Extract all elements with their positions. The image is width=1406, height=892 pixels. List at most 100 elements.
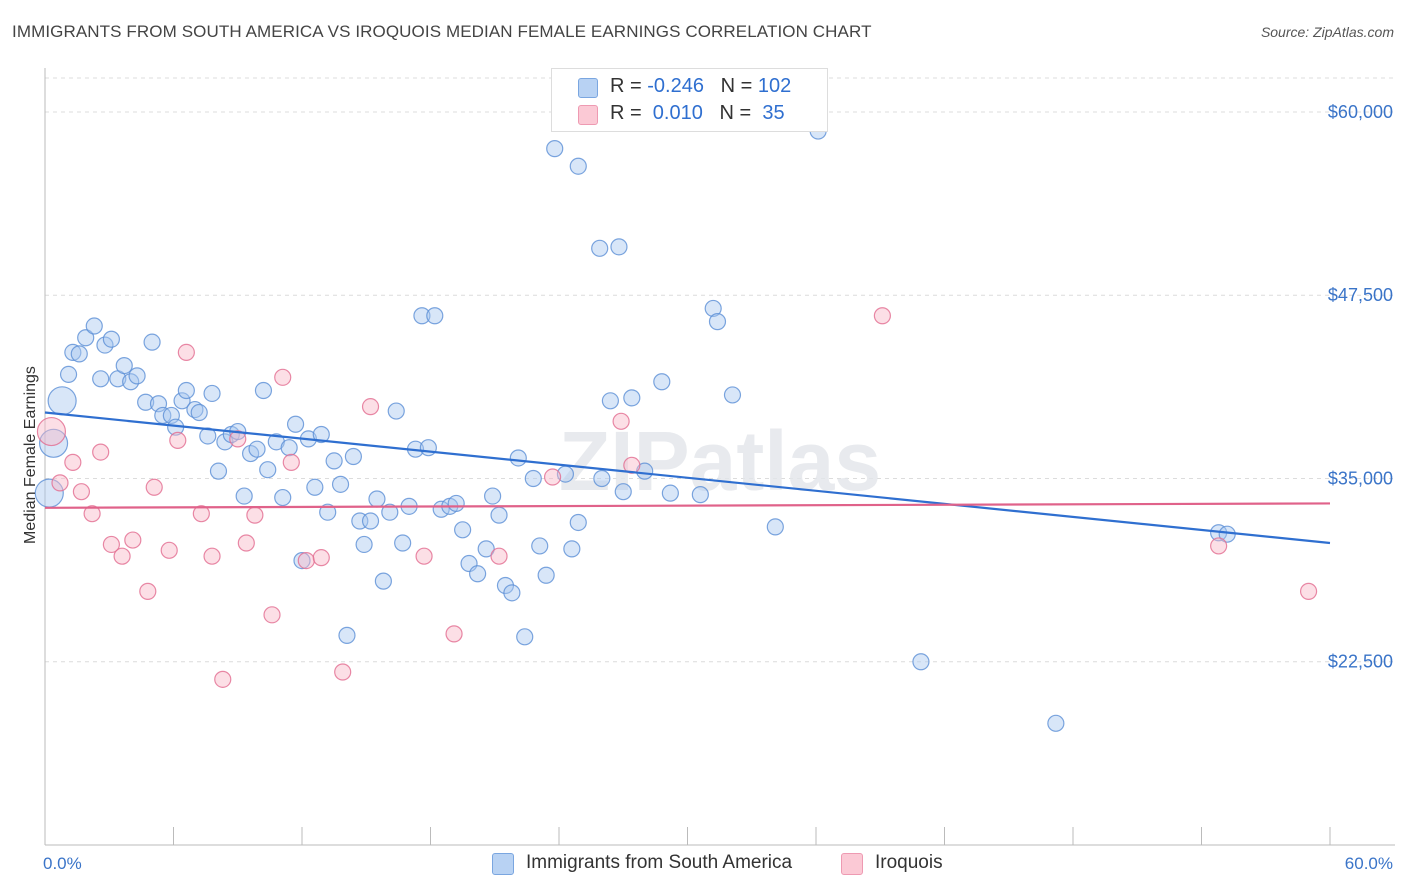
point-immigrants [563,540,581,558]
point-immigrants [1047,714,1065,732]
point-immigrants [344,447,362,466]
point-iroquois [612,412,630,430]
point-immigrants [355,535,373,554]
point-iroquois [229,430,247,448]
point-immigrants [509,449,527,467]
legend-r-label: R = [610,75,648,97]
point-immigrants [293,551,311,570]
point-immigrants [503,584,521,602]
point-immigrants [77,329,95,347]
point-immigrants [102,330,120,348]
point-immigrants [338,626,356,644]
legend-swatch-iroquois [578,105,598,125]
point-immigrants [47,386,77,416]
point-iroquois [92,443,110,461]
point-immigrants [38,428,69,458]
point-immigrants [569,513,587,532]
x-tick-label-max: 60.0% [1345,854,1393,873]
legend-n-value: 102 [757,75,792,97]
axes [44,68,1395,846]
point-iroquois [237,534,255,552]
legend-row-immigrants: R = -0.246 N = 102 [578,75,791,99]
point-immigrants [387,402,405,420]
point-immigrants [610,238,628,256]
point-immigrants [614,483,632,501]
point-iroquois [246,506,264,524]
point-immigrants [394,534,412,552]
point-iroquois [192,505,210,523]
point-immigrants [137,393,155,411]
source-label: Source: ZipAtlas.com [1260,24,1394,40]
point-immigrants [325,452,343,470]
point-iroquois [177,343,195,362]
point-iroquois [102,535,120,554]
bottom-legend-label: Immigrants from South America [526,852,793,873]
point-immigrants [569,157,587,175]
point-iroquois [1299,582,1318,600]
point-iroquois [543,468,562,486]
point-iroquois [72,483,91,501]
bottom-legend-swatch-immigrants [492,853,514,875]
point-immigrants [374,572,392,590]
point-immigrants [368,490,386,508]
point-iroquois [361,398,380,416]
point-immigrants [593,469,611,488]
legend-r-value: -0.246 [647,75,704,97]
point-immigrants [623,389,641,407]
point-immigrants [766,518,784,536]
point-immigrants [601,392,620,410]
point-immigrants [286,415,305,433]
point-immigrants [591,239,609,257]
y-tick-label: $22,500 [1328,652,1393,672]
point-immigrants [546,140,564,158]
trend-lines [44,411,1331,545]
point-iroquois [169,431,187,449]
watermark: ZIPatlas [559,414,881,508]
chart-title: IMMIGRANTS FROM SOUTH AMERICA VS IROQUOI… [12,22,872,41]
point-iroquois [160,541,178,559]
point-iroquois [490,547,508,565]
x-tick-labels: 0.0% 60.0% [43,854,1393,873]
point-immigrants [912,653,930,671]
stats-legend: R = -0.246 N = 102 R = 0.010 N = 35 [551,68,828,132]
point-immigrants [85,317,103,335]
series-immigrants-points [34,122,1236,732]
point-iroquois [1210,537,1228,555]
point-iroquois [203,547,221,565]
point-iroquois [214,670,232,688]
point-iroquois [282,453,300,471]
legend-n-value: 35 [756,102,785,124]
y-tick-label: $60,000 [1328,102,1393,122]
point-immigrants [331,475,350,493]
point-immigrants [704,299,722,318]
point-immigrants [70,345,88,363]
point-iroquois [64,453,82,471]
y-tick-labels: $22,500 $35,000 $47,500 $60,000 [1328,102,1393,672]
point-immigrants [484,487,502,505]
point-immigrants [312,425,330,444]
point-immigrants [235,487,253,505]
point-iroquois [51,474,69,492]
bottom-legend-swatch-iroquois [841,853,863,875]
point-immigrants [537,566,555,584]
point-iroquois [334,663,352,681]
point-immigrants [516,628,534,646]
point-immigrants [361,512,380,530]
trend-line-immigrants [44,411,1331,545]
point-immigrants [319,503,337,521]
point-immigrants [128,367,146,385]
legend-n-label: N = [719,102,757,124]
point-immigrants [92,370,110,388]
point-immigrants [413,307,431,325]
point-immigrants [477,540,495,558]
y-axis-label: Median Female Earnings [22,366,39,544]
grid-lines [45,77,1395,663]
point-iroquois [83,505,101,523]
x-tick-label-min: 0.0% [43,854,82,873]
point-immigrants [691,486,709,504]
point-immigrants [254,381,273,400]
point-iroquois [274,368,292,386]
point-immigrants [64,343,82,362]
point-immigrants [490,506,508,524]
point-iroquois [124,531,142,549]
